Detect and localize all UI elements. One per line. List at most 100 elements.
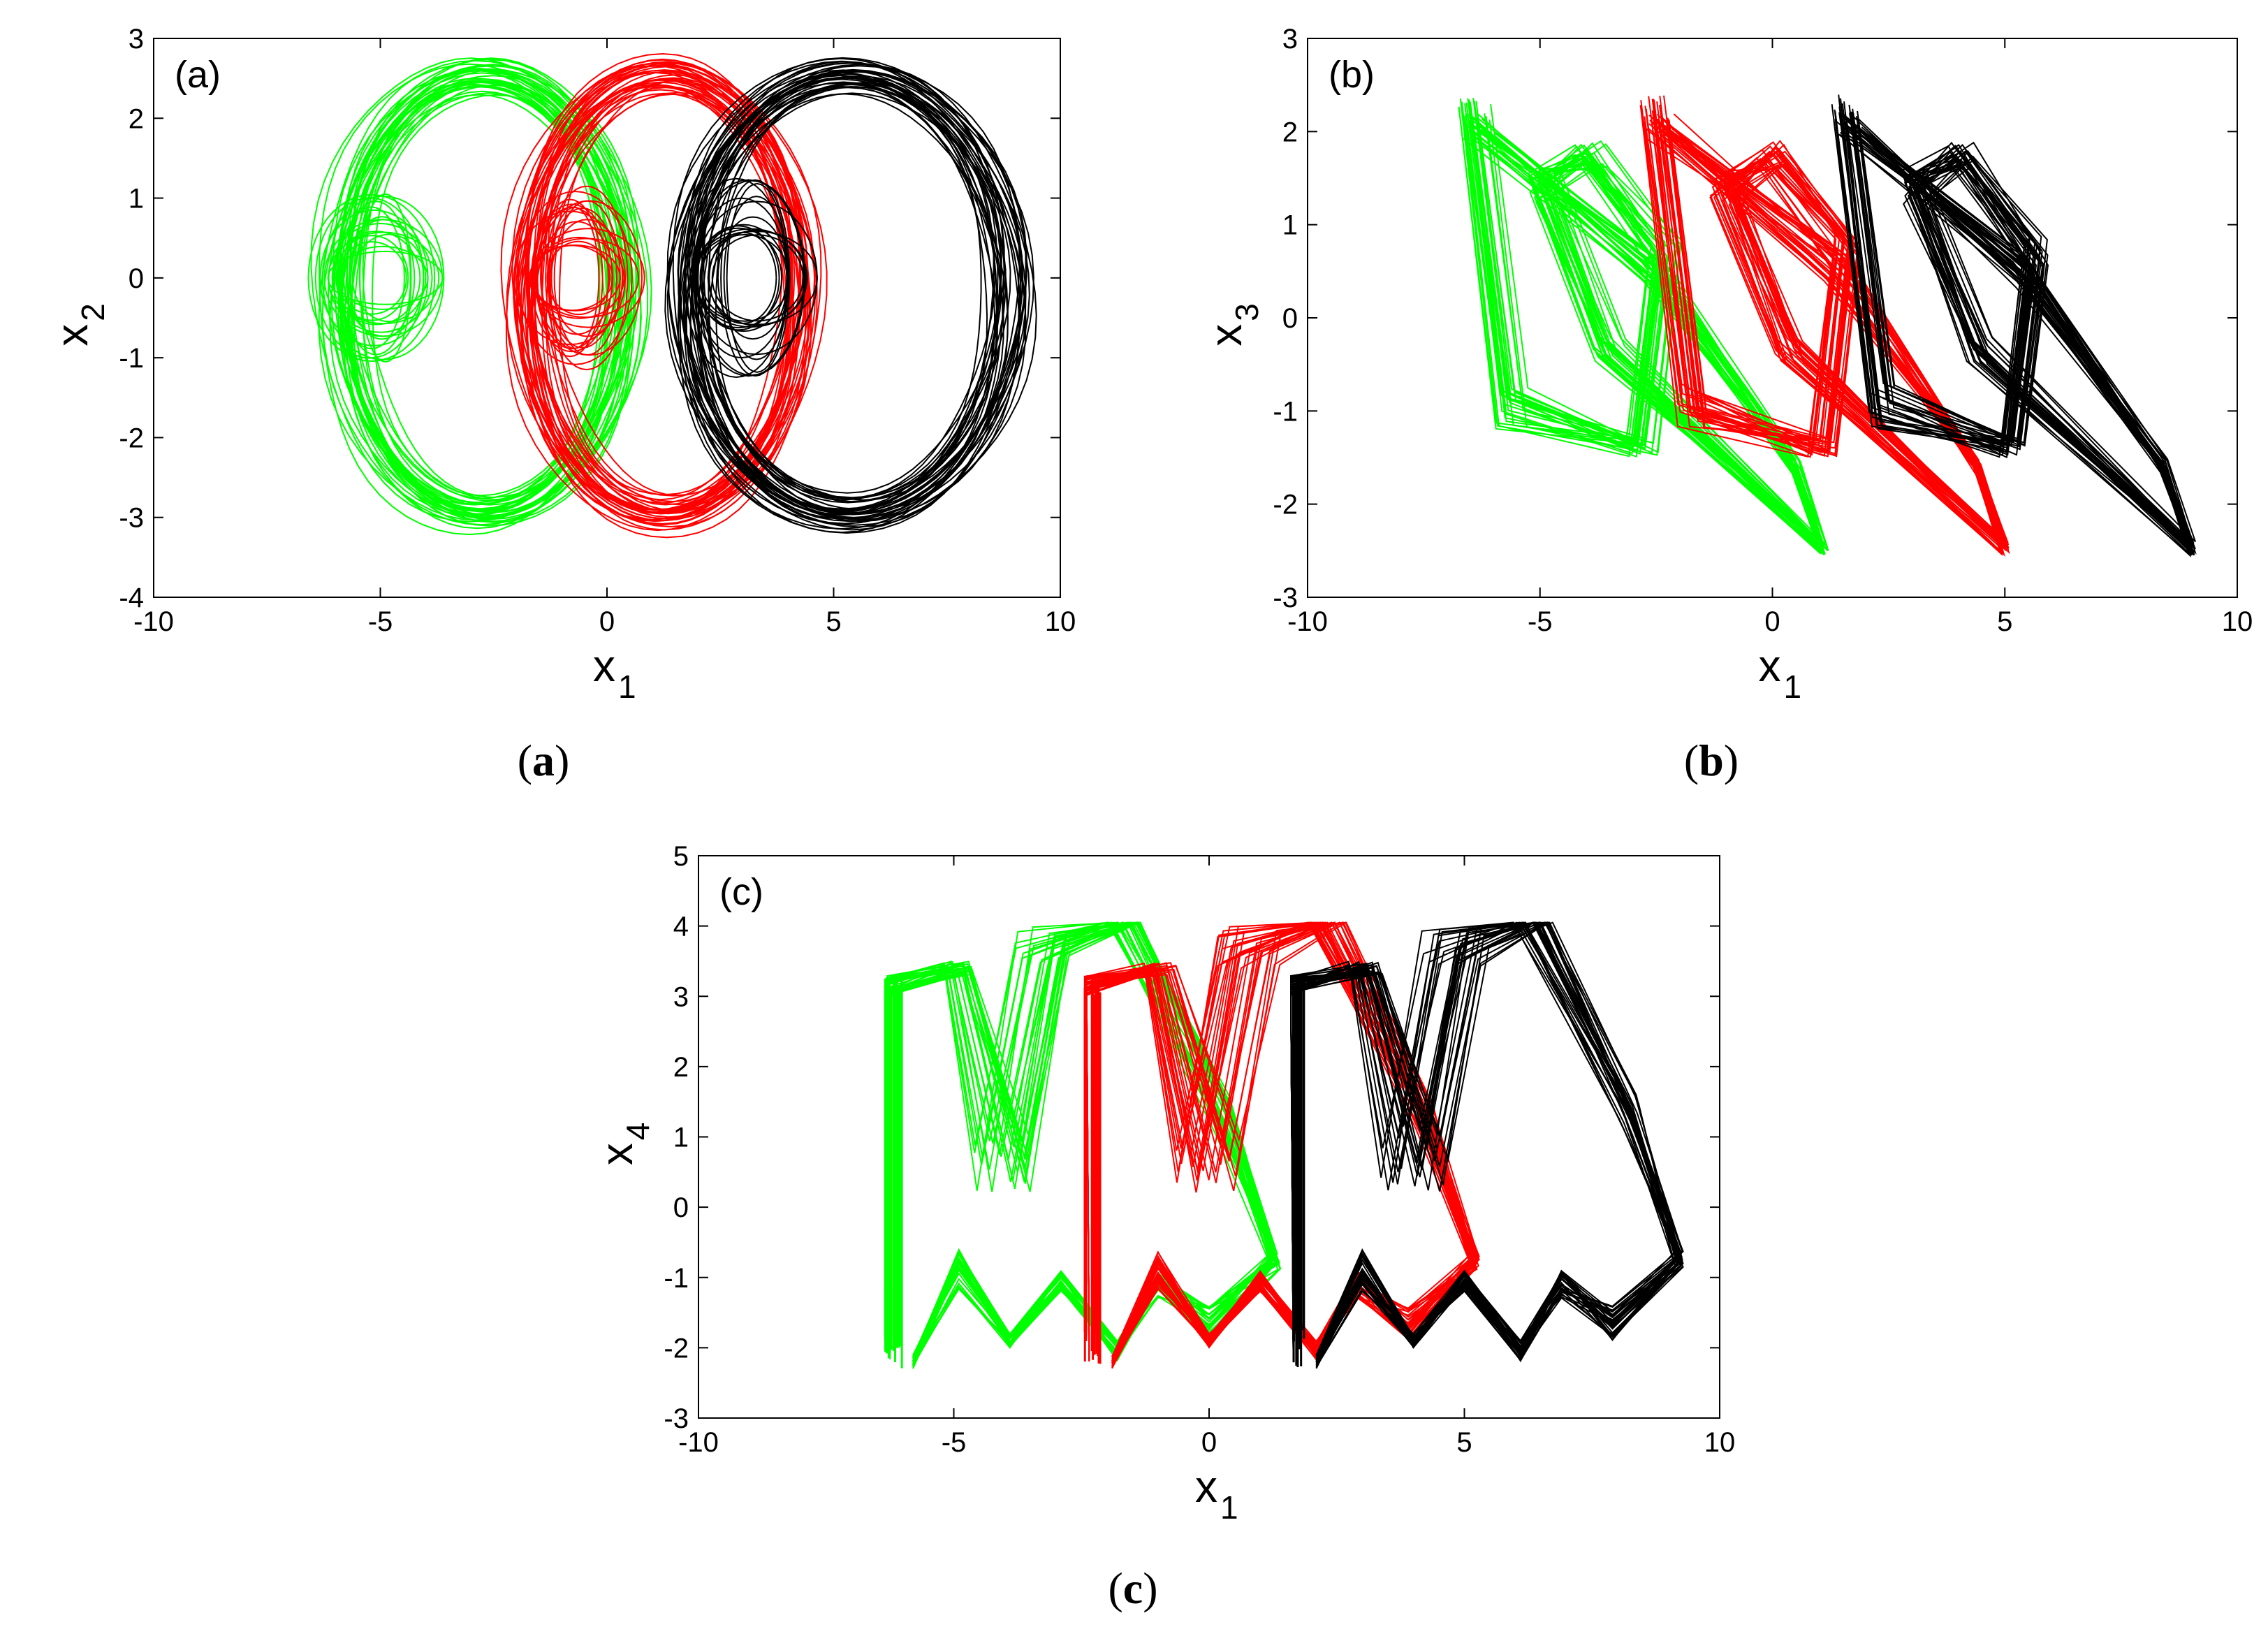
trajectory-ring [532, 79, 794, 504]
panel-caption-c: (c) [1108, 1563, 1157, 1613]
trajectory-loop [1085, 921, 1477, 1367]
y-tick-label: 3 [673, 981, 689, 1012]
y-tick-label: 4 [673, 912, 689, 942]
trajectory-ring [690, 81, 982, 501]
x-tick-label: -5 [1528, 606, 1553, 637]
x-tick-label: -10 [133, 606, 174, 637]
y-tick-label: 2 [129, 103, 144, 134]
trajectory-inner-ring [349, 216, 416, 340]
trajectory-inner-ring [319, 209, 429, 346]
trajectory-loop [1289, 921, 1684, 1363]
trajectory-inner-ring [321, 195, 445, 360]
y-tick-label: -3 [664, 1403, 689, 1434]
trajectory-inner-ring [553, 200, 621, 356]
series-c-0 [884, 921, 1282, 1369]
trajectory-inner-ring [340, 200, 411, 356]
x-tick-label: 10 [2222, 606, 2253, 637]
x-tick-label: -5 [942, 1427, 967, 1458]
trajectory-loop [1834, 111, 2190, 543]
trajectory-inner-ring [323, 219, 444, 337]
trajectory-loop [1856, 116, 2197, 555]
trajectory-loop [886, 921, 1273, 1368]
series-c-2 [1289, 921, 1684, 1369]
x-axis-label-subscript: 1 [618, 669, 636, 705]
trajectory-ring [708, 87, 1002, 494]
trajectory-inner-ring [723, 196, 790, 360]
trajectory-loop [1289, 921, 1682, 1366]
trajectory-inner-ring [513, 210, 627, 346]
series-a-2 [664, 57, 1037, 534]
x-tick-label: 5 [1456, 1427, 1472, 1458]
trajectory-loop [1485, 116, 1828, 546]
y-axis-label: x4 [592, 1123, 656, 1166]
trajectory-inner-ring [694, 197, 789, 359]
trajectory-inner-ring [531, 228, 645, 328]
plot-area-c [884, 921, 1684, 1369]
trajectory-inner-ring [548, 206, 600, 349]
x-tick-label: -10 [1287, 606, 1328, 637]
x-tick-label: 0 [1764, 606, 1780, 637]
y-tick-label: 1 [673, 1123, 689, 1153]
trajectory-loop [886, 921, 1282, 1361]
trajectory-loop [1651, 118, 2005, 544]
trajectory-inner-ring [720, 179, 791, 377]
trajectory-ring [694, 82, 999, 515]
trajectory-loop [1659, 120, 2007, 546]
trajectory-loop [1642, 120, 2003, 555]
trajectory-loop [1289, 921, 1676, 1368]
inset-label-b: (b) [1329, 54, 1375, 96]
y-tick-label: 0 [1282, 303, 1298, 334]
y-tick-label: -1 [1273, 396, 1298, 427]
trajectory-inner-ring [546, 240, 611, 316]
trajectory-inner-ring [331, 231, 421, 326]
trajectory-loop [886, 921, 1274, 1364]
trajectory-inner-ring [545, 185, 629, 371]
y-tick-label: -2 [664, 1333, 689, 1364]
trajectory-inner-ring [343, 219, 425, 337]
trajectory-inner-ring [692, 179, 805, 377]
trajectory-loop [886, 921, 1275, 1360]
y-tick-label: 0 [673, 1192, 689, 1223]
trajectory-loop [1831, 104, 2190, 548]
y-tick-label: 2 [1282, 117, 1298, 147]
x-axis-label: x1 [1759, 641, 1802, 705]
x-tick-label: 10 [1045, 606, 1076, 637]
trajectory-inner-ring [529, 244, 614, 312]
trajectory-loop [1661, 122, 2007, 547]
trajectory-loop [1465, 102, 1822, 555]
y-tick-label: 0 [129, 263, 144, 294]
trajectory-inner-ring [335, 235, 409, 321]
trajectory-loop [1843, 117, 2193, 556]
trajectory-inner-ring [536, 200, 643, 356]
y-tick-label: 2 [673, 1052, 689, 1083]
trajectory-inner-ring [726, 182, 789, 373]
series-a-0 [307, 57, 652, 536]
trajectory-ring [362, 84, 620, 499]
panel-caption-b: (b) [1684, 736, 1739, 785]
y-tick-label: -2 [1273, 490, 1298, 520]
trajectory-inner-ring [708, 231, 777, 325]
trajectory-inner-ring [327, 231, 440, 325]
trajectory-inner-ring [548, 207, 617, 349]
y-tick-label: -3 [119, 503, 144, 534]
trajectory-ring [666, 75, 998, 516]
y-axis-label: x3 [1201, 303, 1265, 346]
series-b-2 [1831, 94, 2197, 558]
y-tick-label: 5 [673, 841, 689, 872]
x-tick-label: 5 [826, 606, 841, 637]
x-axis-label: x1 [1195, 1461, 1238, 1526]
trajectory-inner-ring [697, 180, 806, 377]
x-tick-label: -10 [678, 1427, 719, 1458]
trajectory-inner-ring [533, 236, 625, 319]
trajectory-ring [513, 64, 802, 531]
series-b-0 [1458, 98, 1829, 556]
trajectory-inner-ring [307, 193, 436, 363]
y-tick-label: -1 [119, 343, 144, 374]
trajectory-inner-ring [359, 193, 412, 363]
trajectory-loop [1463, 122, 1822, 547]
trajectory-loop [1850, 120, 2195, 556]
y-axis-label-subscript: 3 [1229, 303, 1265, 321]
trajectory-ring [679, 65, 1022, 521]
